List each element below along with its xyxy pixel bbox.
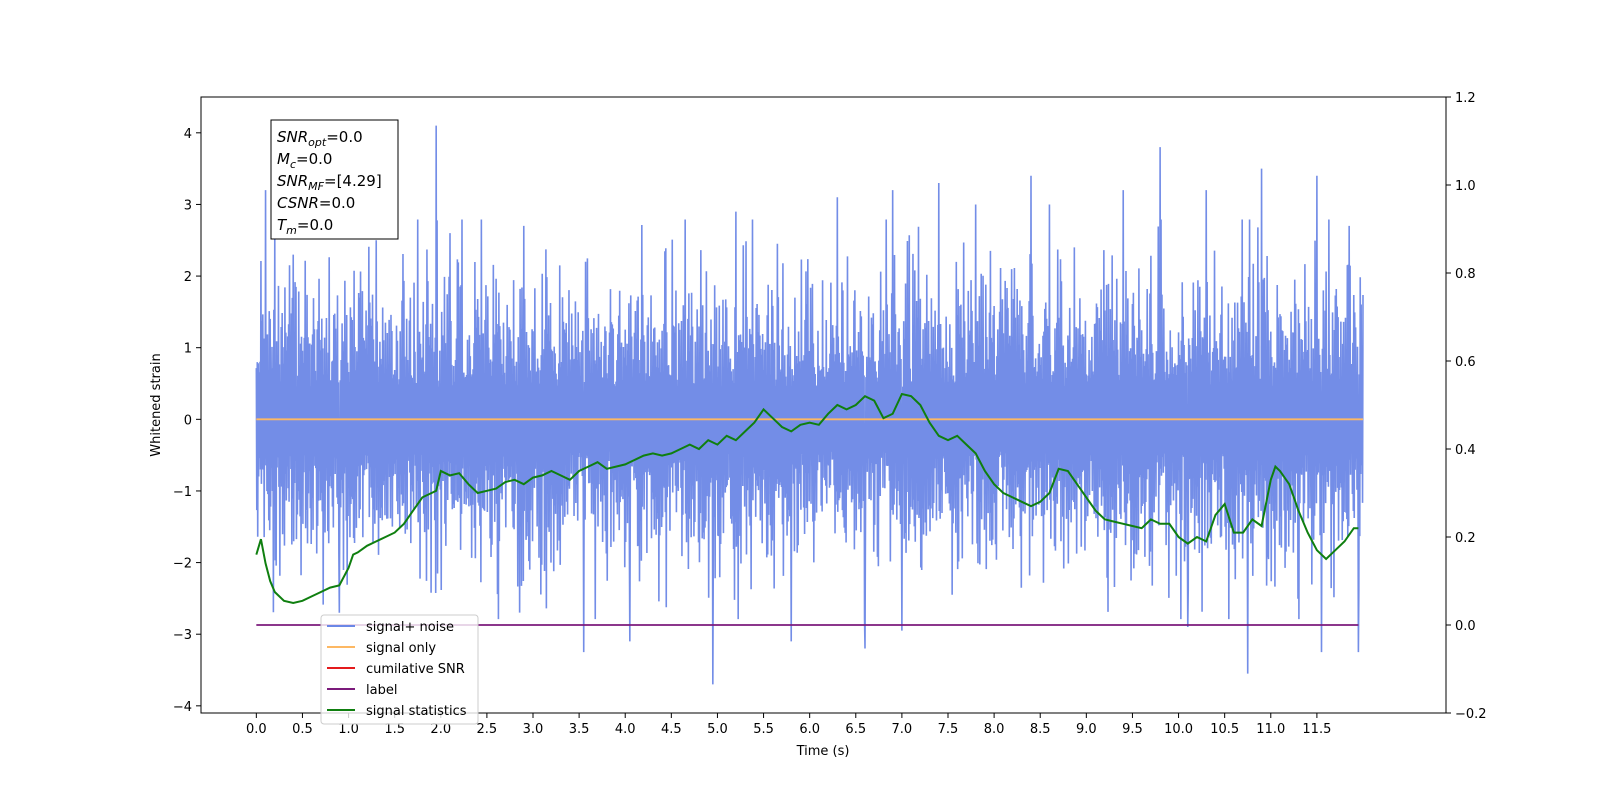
y2-tick-label: 0.2 — [1455, 531, 1476, 546]
legend: signal+ noise signal only cumilative SNR la… — [320, 614, 479, 725]
legend-entry-label: label — [366, 683, 397, 698]
x-tick-label: 9.0 — [1076, 722, 1097, 737]
legend-entry-label: signal+ noise — [366, 620, 454, 635]
x-axis: 0.0 0.5 1.0 1.5 2.0 2.5 3.0 3.5 4.0 4.5 5.0 5.5 6.0 6… — [246, 713, 1331, 737]
x-tick-label: 2.0 — [430, 722, 451, 737]
info-line: SNRopt=0.0 — [277, 128, 363, 149]
x-tick-label: 0.5 — [292, 722, 313, 737]
y-tick-label: −3 — [173, 628, 192, 643]
x-tick-label: 1.0 — [338, 722, 359, 737]
y2-tick-label: 1.2 — [1455, 91, 1476, 106]
x-tick-label: 3.0 — [523, 722, 544, 737]
info-line: CSNR=0.0 — [277, 194, 355, 212]
x-tick-label: 1.5 — [384, 722, 405, 737]
axes-frame — [200, 96, 1447, 714]
x-tick-label: 9.5 — [1122, 722, 1143, 737]
legend-entry-label: signal statistics — [366, 704, 467, 719]
x-tick-label: 10.5 — [1210, 722, 1239, 737]
series-signal-noise-line — [255, 125, 1364, 685]
x-tick-label: 3.5 — [569, 722, 590, 737]
y2-tick-label: −0.2 — [1455, 707, 1487, 722]
y-tick-label: −1 — [173, 485, 192, 500]
info-line: Mc=0.0 — [277, 150, 332, 171]
y2-tick-label: 1.0 — [1455, 179, 1476, 194]
y2-tick-label: 0.8 — [1455, 267, 1476, 282]
y-tick-label: 1 — [184, 342, 192, 357]
y-tick-label: 0 — [184, 413, 192, 428]
y-axis-label: Whitened strain — [149, 353, 164, 456]
series-signal-statistics-line — [255, 392, 1359, 605]
x-tick-label: 5.5 — [753, 722, 774, 737]
x-tick-label: 6.0 — [799, 722, 820, 737]
x-tick-label: 6.5 — [845, 722, 866, 737]
x-tick-label: 0.0 — [246, 722, 267, 737]
x-axis-label: Time (s) — [796, 744, 850, 759]
x-tick-label: 10.0 — [1164, 722, 1193, 737]
x-tick-label: 5.0 — [707, 722, 728, 737]
info-line: Tm=0.0 — [277, 216, 333, 237]
info-box-frame — [270, 119, 399, 240]
legend-entry-label: cumilative SNR — [366, 662, 465, 677]
y-tick-label: −2 — [173, 557, 192, 572]
y-tick-label: 4 — [184, 127, 192, 142]
x-tick-label: 4.5 — [661, 722, 682, 737]
x-tick-label: 4.0 — [615, 722, 636, 737]
legend-entry-label: signal only — [366, 641, 436, 656]
y-axis-left: −4 −3 −2 −1 0 1 2 3 4 — [173, 127, 201, 715]
x-tick-label: 8.0 — [984, 722, 1005, 737]
x-tick-label: 11.0 — [1256, 722, 1285, 737]
y-tick-label: −4 — [173, 700, 192, 715]
y2-tick-label: 0.0 — [1455, 619, 1476, 634]
y-axis-right: −0.2 0.0 0.2 0.4 0.6 0.8 1.0 1.2 — [1446, 91, 1487, 722]
y2-tick-label: 0.6 — [1455, 355, 1476, 370]
y-tick-label: 3 — [184, 198, 192, 213]
x-tick-label: 7.5 — [938, 722, 959, 737]
x-tick-label: 8.5 — [1030, 722, 1051, 737]
info-line: SNRMF=[4.29] — [277, 172, 382, 193]
x-tick-label: 7.0 — [892, 722, 913, 737]
legend-frame — [320, 614, 479, 725]
x-tick-label: 2.5 — [477, 722, 498, 737]
x-tick-label: 11.5 — [1302, 722, 1331, 737]
y-tick-label: 2 — [184, 270, 192, 285]
y2-tick-label: 0.4 — [1455, 443, 1476, 458]
